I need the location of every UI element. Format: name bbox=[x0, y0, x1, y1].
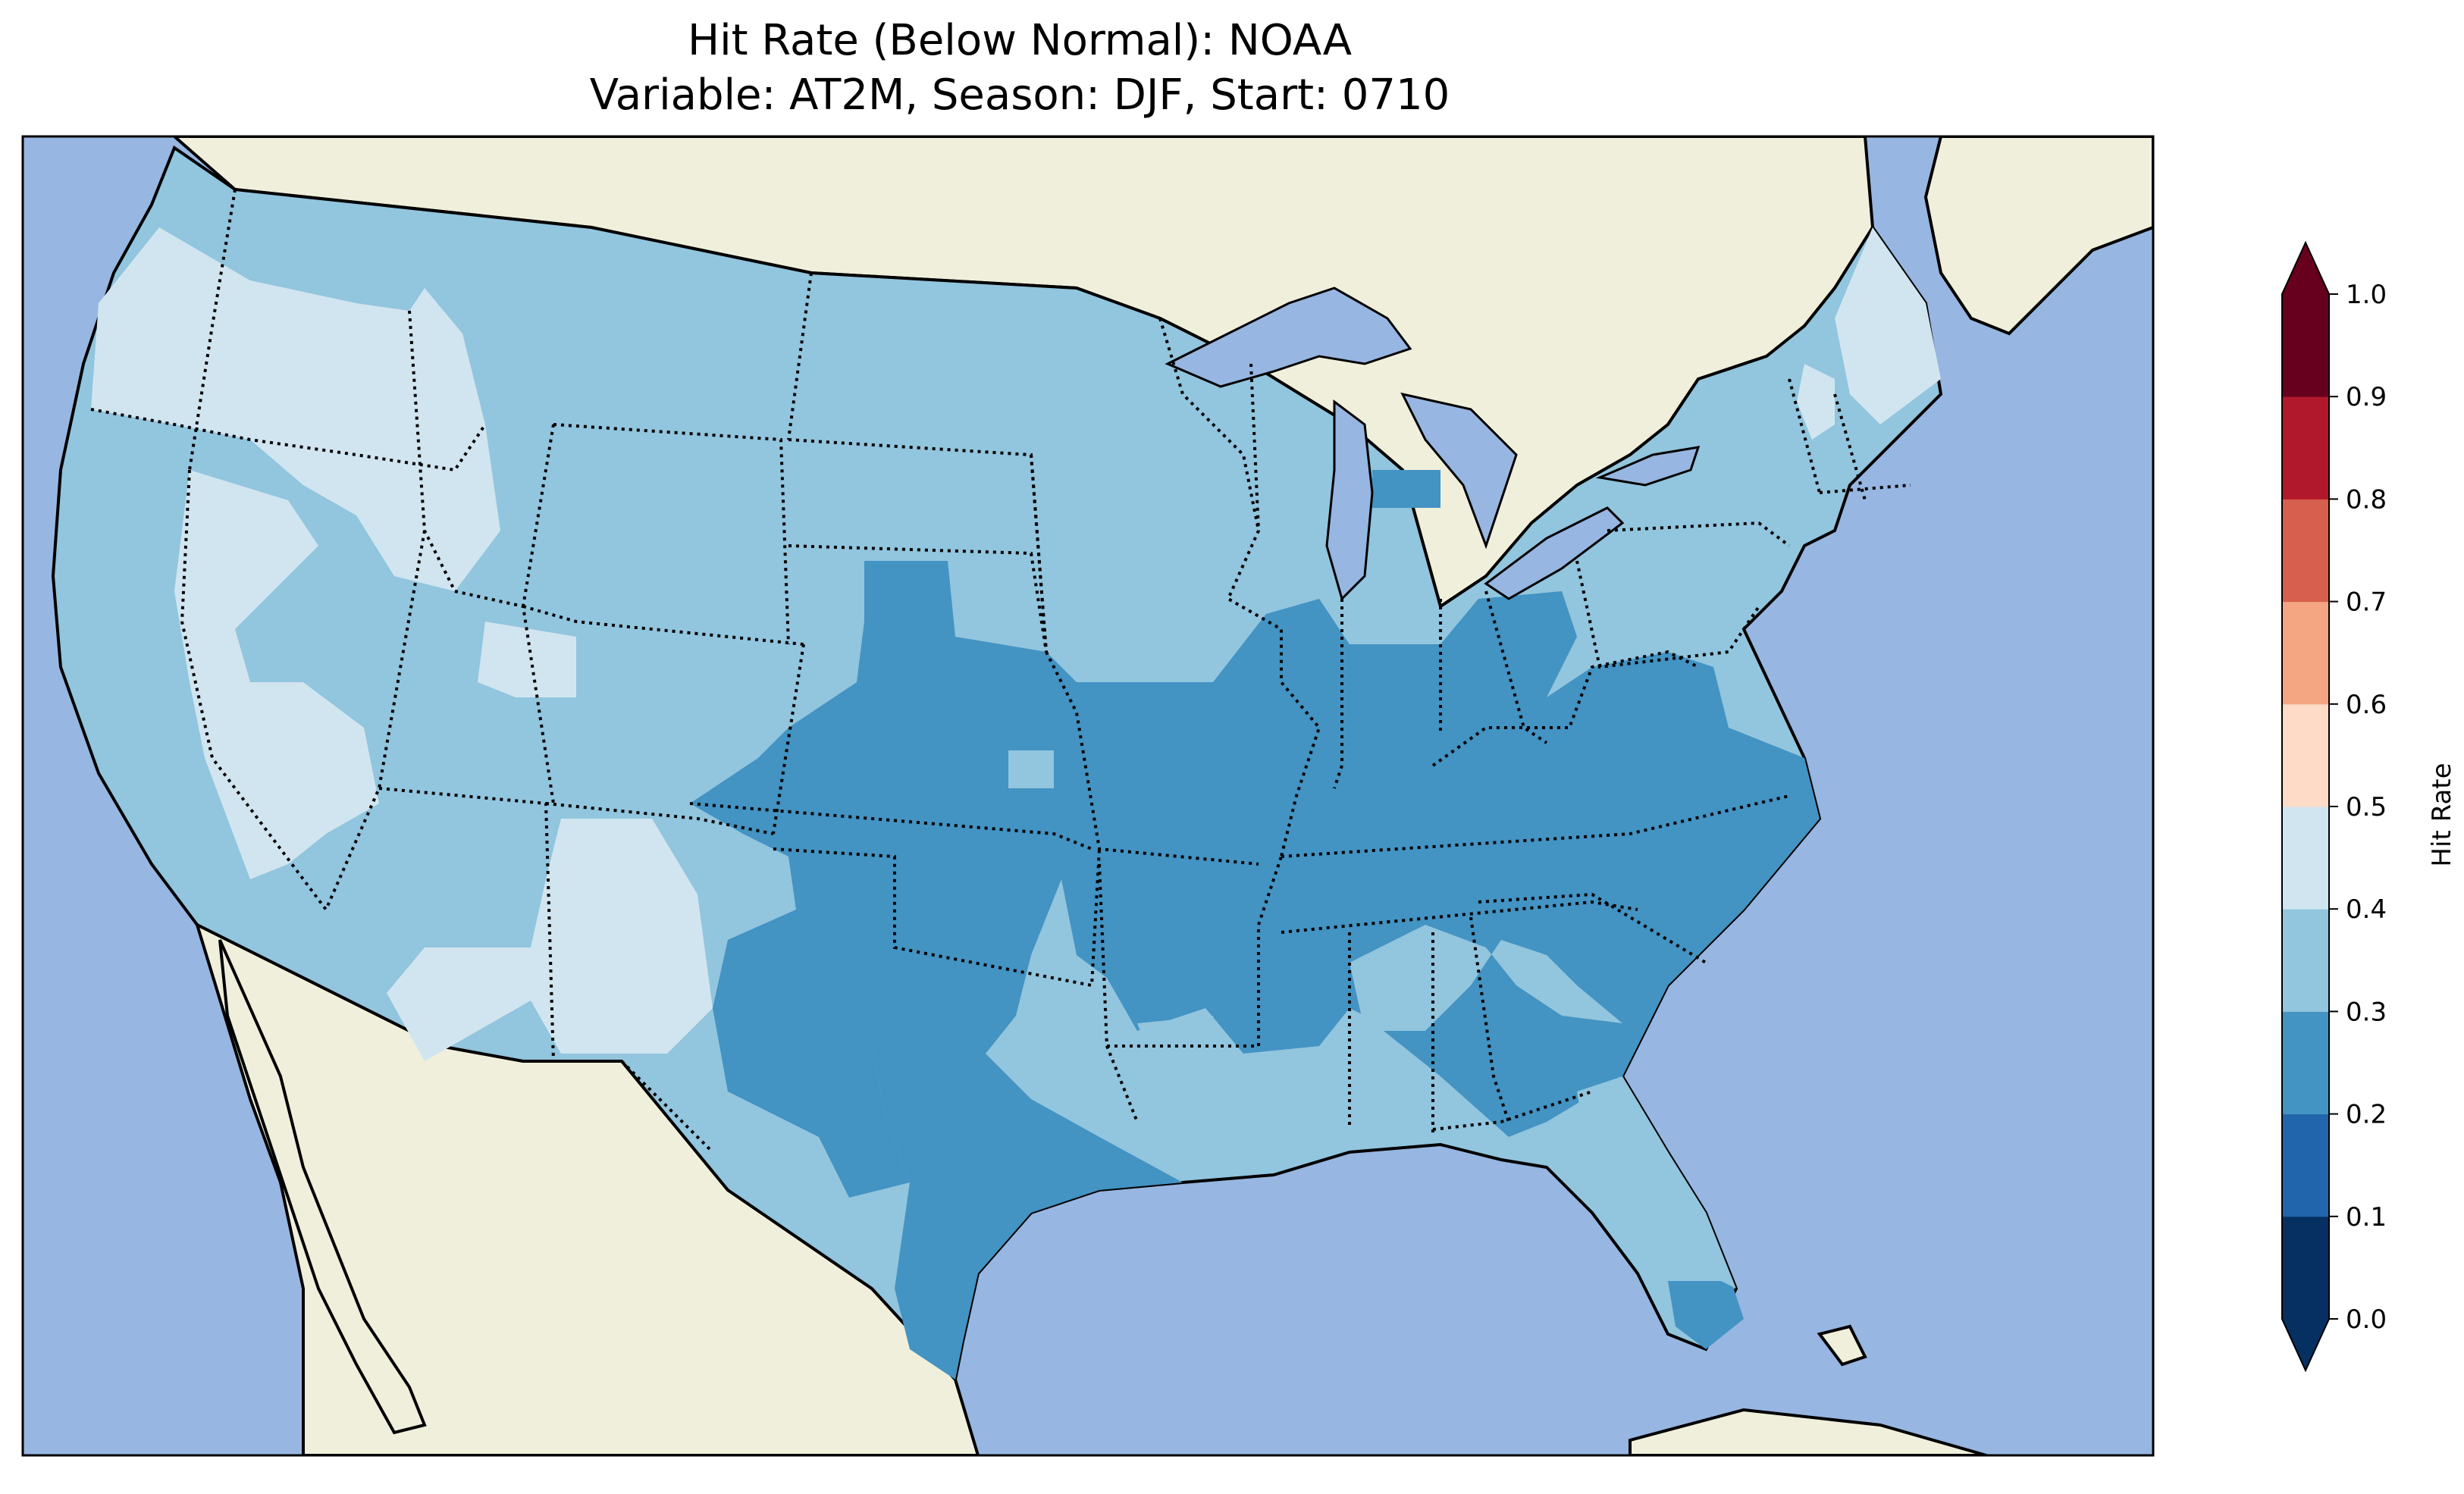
colorbar-segment bbox=[2282, 499, 2329, 603]
region-kansas-patch-light bbox=[1008, 750, 1054, 788]
region-central-dark bbox=[690, 561, 1820, 1198]
colorbar-segment bbox=[2282, 1216, 2329, 1320]
region-florida-light bbox=[1577, 1076, 1736, 1289]
colorbar-segment bbox=[2282, 1011, 2329, 1115]
great-lake-superior bbox=[1165, 287, 1412, 388]
region-florida-tip-dark bbox=[1668, 1273, 1744, 1349]
colorbar-tick-label: 0.7 bbox=[2346, 587, 2387, 618]
colorbar-segments bbox=[2282, 294, 2329, 1320]
map-frame bbox=[21, 135, 2155, 1457]
colorbar-tick-label: 0.6 bbox=[2346, 690, 2387, 720]
colorbar-tick-label: 0.9 bbox=[2346, 382, 2387, 412]
colorbar-segment bbox=[2282, 703, 2329, 807]
colorbar-segment bbox=[2282, 396, 2329, 500]
colorbar-segment bbox=[2282, 601, 2329, 705]
region-vermont-light bbox=[1797, 364, 1835, 440]
colorbar-segment bbox=[2282, 807, 2329, 910]
colorbar-segment bbox=[2282, 909, 2329, 1012]
figure-title-line2: Variable: AT2M, Season: DJF, Start: 0710 bbox=[589, 70, 1450, 120]
colorbar-segment bbox=[2282, 294, 2329, 397]
colorbar-tick-label: 0.5 bbox=[2346, 792, 2387, 822]
colorbar-tick-label: 0.1 bbox=[2346, 1202, 2387, 1232]
colorbar-label: Hit Rate bbox=[2427, 763, 2457, 866]
great-lake-michigan bbox=[1325, 399, 1374, 601]
colorbar-tick-label: 0.4 bbox=[2346, 894, 2387, 925]
colorbar-tick-label: 0.2 bbox=[2346, 1100, 2387, 1130]
region-arkansas-patch-light bbox=[1137, 1016, 1221, 1061]
baja-land bbox=[218, 939, 427, 1435]
great-lake-huron bbox=[1400, 392, 1518, 550]
colorbar-segment bbox=[2282, 1113, 2329, 1217]
region-maine-light bbox=[1835, 227, 1941, 424]
maritimes-land bbox=[1923, 136, 2153, 336]
region-michigan-dark bbox=[1372, 470, 1440, 508]
colorbar-over-triangle bbox=[2282, 243, 2329, 294]
bahamas-land bbox=[1817, 1324, 1867, 1367]
colorbar-tick-label: 1.0 bbox=[2346, 280, 2387, 310]
cuba-land bbox=[1629, 1408, 1987, 1455]
colorbar-ticks: 0.0 0.1 0.2 0.3 0.4 0.5 0.6 0.7 0.8 0.9 1.0 bbox=[2329, 280, 2387, 1335]
figure-title-line1: Hit Rate (Below Normal): NOAA bbox=[687, 16, 1353, 65]
great-lake-erie bbox=[1484, 506, 1625, 600]
colorbar-tick-label: 0.0 bbox=[2346, 1305, 2387, 1335]
colorbar-under-triangle bbox=[2282, 1319, 2329, 1370]
region-nevada-light bbox=[174, 470, 379, 879]
great-lake-ontario bbox=[1595, 446, 1701, 487]
colorbar-tick-label: 0.3 bbox=[2346, 997, 2387, 1027]
region-northwest-light bbox=[91, 227, 500, 591]
region-texas-dark bbox=[872, 1046, 1183, 1380]
colorbar-tick-label: 0.8 bbox=[2346, 484, 2387, 515]
region-utah-light bbox=[478, 622, 576, 697]
state-boundaries bbox=[90, 189, 1911, 1154]
region-southeast-light bbox=[1350, 925, 1622, 1031]
